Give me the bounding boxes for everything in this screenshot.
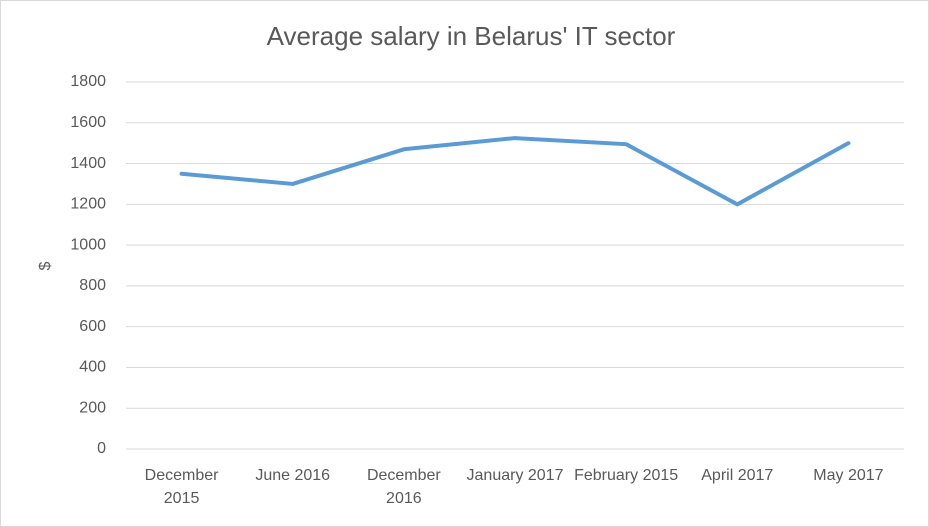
x-tick-label: December 2015 [144,467,219,507]
y-tick-label: 1600 [70,114,106,131]
x-tick-label: December 2016 [366,467,441,507]
y-tick-label: 600 [79,318,106,335]
y-tick-label: 1800 [70,73,106,90]
y-tick-label: 400 [79,359,106,376]
x-tick-label: April 2017 [701,467,774,484]
y-tick-label: 1400 [70,155,106,172]
x-tick-label: January 2017 [466,467,564,484]
y-tick-label: 0 [97,440,106,457]
x-tick-label: May 2017 [813,467,884,484]
x-tick-label: February 2015 [574,467,679,484]
y-tick-label: 200 [79,399,106,416]
y-tick-label: 800 [79,277,106,294]
line-series [179,136,851,207]
x-tick-label: June 2016 [255,467,331,484]
y-tick-label: 1000 [70,236,106,253]
chart-title: Average salary in Belarus' IT sector [267,21,676,51]
y-axis-label: $ [37,261,54,270]
y-tick-label: 1200 [70,196,106,213]
